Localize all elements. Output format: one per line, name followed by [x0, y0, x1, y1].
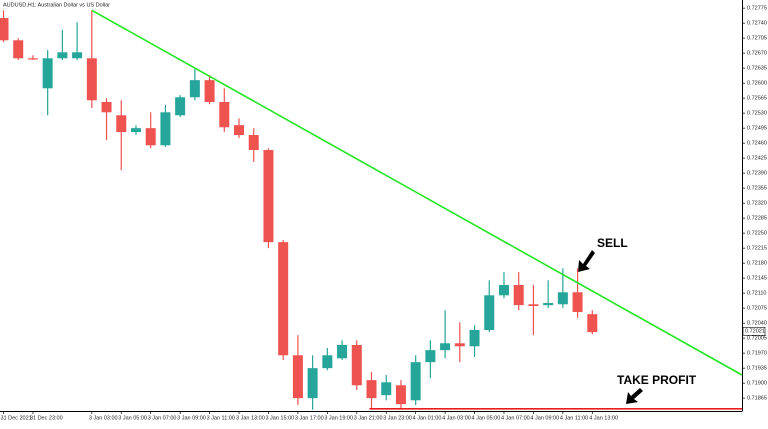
- candle-body: [42, 58, 53, 89]
- candle-body: [395, 385, 406, 405]
- y-tick-label: 0.72110: [747, 291, 766, 297]
- y-tick-label: 0.72180: [747, 261, 767, 267]
- current-price-box: [742, 326, 766, 336]
- y-tick-label: 0.72145: [747, 276, 767, 282]
- candle-body: [160, 112, 171, 146]
- candle-body: [425, 350, 436, 363]
- x-tick-label: 31 Dec 2021: [1, 415, 32, 421]
- x-tick-label: 3 Jan 07:00: [148, 415, 177, 421]
- candle-body: [528, 304, 539, 306]
- candle-body: [572, 292, 583, 312]
- y-tick-label: 0.72670: [747, 51, 767, 57]
- candle-body: [366, 380, 377, 399]
- trend-line: [91, 9, 743, 376]
- plot-area: 0.718650.719000.719350.719700.720050.720…: [0, 6, 767, 421]
- x-tick-label: 3 Jan 19:00: [324, 415, 353, 421]
- candle-body: [175, 97, 186, 116]
- y-tick-label: 0.72495: [747, 126, 767, 132]
- candle-body: [557, 292, 568, 305]
- x-tick-label: 3 Jan 23:00: [383, 415, 412, 421]
- candle-body: [322, 355, 333, 369]
- x-tick-label: 3 Jan 05:00: [118, 415, 147, 421]
- candle-body: [13, 40, 24, 59]
- candle-body: [57, 52, 68, 59]
- x-tick-label: 3 Jan 15:00: [265, 415, 294, 421]
- candle-body: [337, 345, 348, 359]
- take-profit-arrow: [626, 388, 643, 404]
- candle-body: [248, 135, 259, 150]
- candle-body: [513, 285, 524, 306]
- candle-body: [484, 295, 495, 330]
- x-tick-label: 4 Jan 07:00: [501, 415, 530, 421]
- candle-body: [292, 355, 303, 399]
- y-tick-label: 0.72075: [747, 306, 767, 312]
- candle-body: [234, 125, 245, 135]
- x-tick-label: 4 Jan 05:00: [472, 415, 501, 421]
- y-tick-label: 0.72250: [747, 231, 767, 237]
- candle-body: [189, 80, 200, 98]
- y-tick-label: 0.72355: [747, 186, 767, 192]
- y-tick-label: 0.72425: [747, 156, 767, 162]
- y-tick-label: 0.72460: [747, 141, 767, 147]
- y-tick-label: 0.72320: [747, 201, 767, 207]
- candle-body: [219, 102, 230, 128]
- x-tick-label: 4 Jan 11:00: [560, 415, 588, 421]
- sell-label: SELL: [597, 236, 628, 250]
- candle-body: [454, 343, 465, 347]
- y-tick-label: 0.71865: [747, 396, 767, 402]
- take-profit-label: TAKE PROFIT: [617, 373, 697, 387]
- sell-arrow: [578, 250, 595, 272]
- candle-body: [130, 128, 141, 132]
- y-tick-label: 0.72775: [747, 6, 767, 12]
- x-tick-label: 3 Jan 13:00: [236, 415, 265, 421]
- x-tick-label: 4 Jan 01:00: [413, 415, 442, 421]
- candle-body: [498, 285, 509, 296]
- candle-body: [204, 80, 215, 102]
- x-tick-label: 31 Dec 23:00: [30, 415, 63, 421]
- y-tick-label: 0.72285: [747, 216, 767, 222]
- candle-body: [543, 303, 554, 306]
- candle-body: [410, 362, 421, 401]
- candle-body: [307, 368, 318, 399]
- y-tick-label: 0.72215: [747, 246, 767, 252]
- y-tick-label: 0.72635: [747, 66, 767, 72]
- candle-body: [351, 345, 362, 386]
- x-tick-label: 3 Jan 17:00: [295, 415, 324, 421]
- x-tick-label: 3 Jan 03:00: [89, 415, 118, 421]
- y-tick-label: 0.71900: [747, 381, 767, 387]
- current-price-label: 0.72021: [745, 329, 765, 335]
- x-tick-label: 3 Jan 09:00: [177, 415, 206, 421]
- y-tick-label: 0.71970: [747, 351, 767, 357]
- candle-body: [278, 242, 289, 356]
- y-tick-label: 0.71935: [747, 366, 767, 372]
- x-tick-label: 4 Jan 09:00: [530, 415, 559, 421]
- x-tick-label: 3 Jan 21:00: [354, 415, 383, 421]
- candle-body: [263, 150, 274, 243]
- x-tick-label: 3 Jan 11:00: [207, 415, 235, 421]
- y-tick-label: 0.72705: [747, 36, 767, 42]
- y-tick-label: 0.72600: [747, 81, 767, 87]
- candle-body: [440, 343, 451, 351]
- y-tick-label: 0.72040: [747, 321, 767, 327]
- candle-body: [587, 314, 598, 333]
- candle-body: [86, 58, 97, 101]
- x-tick-label: 4 Jan 03:00: [442, 415, 471, 421]
- chart-title: AUDUSD,H1: Australian Dollar vs US Dolla…: [3, 2, 110, 8]
- candle-body: [381, 382, 392, 396]
- candle-body: [145, 128, 156, 146]
- candle-body: [469, 330, 480, 347]
- y-tick-label: 0.72565: [747, 96, 767, 102]
- y-tick-label: 0.72740: [747, 21, 767, 27]
- x-tick-label: 4 Jan 13:00: [589, 415, 618, 421]
- y-tick-label: 0.72005: [747, 336, 767, 342]
- candle-body: [72, 52, 83, 59]
- candle-body: [116, 115, 127, 132]
- candle-body: [27, 58, 38, 60]
- y-tick-label: 0.72390: [747, 171, 767, 177]
- y-tick-label: 0.72530: [747, 111, 767, 117]
- candle-body: [101, 102, 112, 113]
- candle-body: [0, 18, 9, 41]
